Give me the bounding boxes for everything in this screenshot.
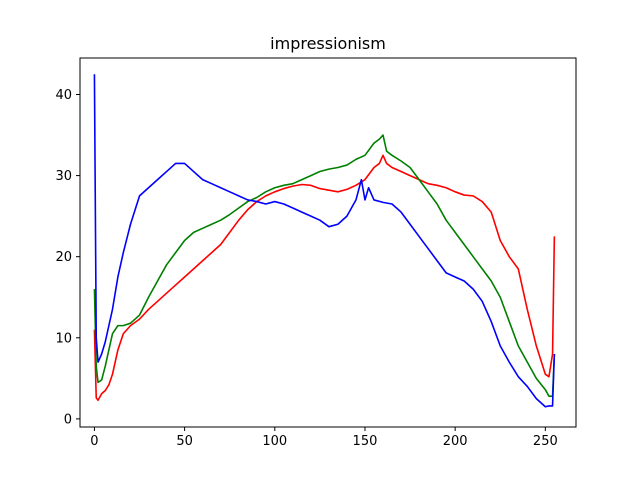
- series-line-0: [93, 154, 556, 402]
- series-line-1: [93, 134, 556, 397]
- y-tick-label-1: 10: [55, 331, 72, 346]
- axes-layer: 0 50 100 150 200 250 0 10 20 30 40: [55, 88, 557, 449]
- x-tick-label-0: 0: [90, 434, 98, 449]
- series-line-2: [93, 74, 556, 408]
- y-tick-label-3: 30: [55, 169, 72, 184]
- series-layer: [93, 74, 556, 408]
- x-tick-label-4: 200: [443, 434, 468, 449]
- y-tick-label-2: 20: [55, 250, 72, 265]
- plot-frame: [79, 57, 577, 428]
- y-tick-label-4: 40: [55, 88, 72, 103]
- x-tick-label-2: 100: [262, 434, 287, 449]
- x-tick-label-3: 150: [353, 434, 378, 449]
- chart-title: impressionism: [270, 34, 386, 53]
- x-tick-label-5: 250: [533, 434, 558, 449]
- x-tick-label-1: 50: [176, 434, 193, 449]
- y-tick-label-0: 0: [64, 412, 72, 427]
